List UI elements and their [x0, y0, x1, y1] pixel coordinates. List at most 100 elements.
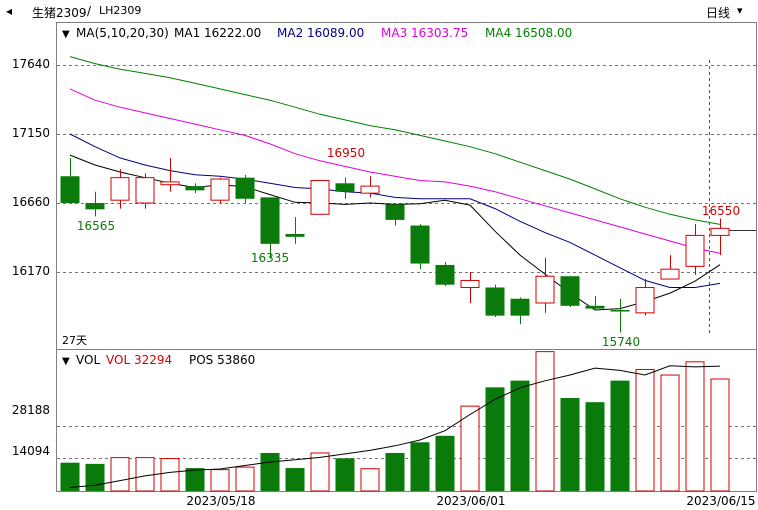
candle-12	[360, 176, 380, 198]
ma-indicator-label: MA(5,10,20,30)	[76, 26, 169, 40]
ma4-label: MA4 16508.00	[485, 26, 572, 40]
main-collapse-icon[interactable]: ▼	[62, 29, 70, 40]
candle-body-7	[235, 177, 255, 199]
candle-body-23	[635, 286, 655, 314]
candle-body-17	[485, 287, 505, 316]
volume-bar-10	[310, 452, 330, 492]
annotation-16565: 16565	[77, 219, 115, 233]
contract-code: LH2309	[99, 4, 142, 17]
volume-bar-17	[485, 387, 505, 491]
volume-bar-5	[185, 468, 205, 491]
candle-body-9	[285, 233, 305, 237]
y-tick-16170: 16170	[12, 264, 50, 278]
chart-header: ◂ 生猪2309 / LH2309 日线 ▾	[0, 0, 758, 22]
volume-bar-21	[585, 402, 605, 491]
days-label: 27天	[62, 334, 87, 347]
candle-18	[510, 297, 530, 325]
candle-body-26	[710, 227, 730, 236]
y-tick-17640: 17640	[12, 57, 50, 71]
candle-body-2	[110, 177, 130, 201]
volume-bar-25	[685, 361, 705, 492]
candle-24	[660, 255, 680, 280]
candle-8	[260, 197, 280, 259]
candle-19	[535, 257, 555, 313]
volume-bar-7	[235, 466, 255, 492]
candle-body-15	[435, 264, 455, 285]
candle-6	[210, 177, 230, 203]
candle-21	[585, 295, 605, 311]
volume-bar-22	[610, 380, 630, 491]
annotation-15740: 15740	[602, 335, 640, 349]
candle-2	[110, 169, 130, 209]
candle-5	[185, 183, 205, 194]
x-tick-0615: 2023/06/15	[686, 494, 755, 508]
candle-13	[385, 203, 405, 226]
candle-body-19	[535, 275, 555, 304]
candle-20	[560, 276, 580, 308]
candle-3	[135, 173, 155, 209]
ma-line-ma4	[69, 56, 721, 225]
volume-bar-6	[210, 469, 230, 492]
candle-23	[635, 279, 655, 316]
vol-y-tick-28188: 28188	[12, 403, 50, 417]
vol-y-tick-14094: 14094	[12, 444, 50, 458]
ma2-label: MA2 16089.00	[277, 26, 364, 40]
volume-bar-11	[335, 458, 355, 491]
candle-4	[160, 157, 180, 192]
volume-bar-26	[710, 378, 730, 492]
volume-bar-18	[510, 380, 530, 491]
volume-bar-1	[85, 463, 105, 491]
candle-body-21	[585, 305, 605, 309]
title-separator: /	[87, 4, 92, 18]
candle-body-12	[360, 185, 380, 194]
vol-collapse-icon[interactable]: ▼	[62, 356, 70, 367]
annotation-16550: 16550	[702, 204, 740, 218]
candle-14	[410, 224, 430, 270]
volume-bar-8	[260, 452, 280, 491]
candle-17	[485, 284, 505, 318]
ma-line-ma1	[69, 154, 721, 311]
candle-body-11	[335, 183, 355, 192]
candle-body-14	[410, 225, 430, 264]
candle-body-18	[510, 298, 530, 316]
chevron-left-icon[interactable]: ◂	[6, 4, 13, 18]
vol-value-label: VOL 32294	[106, 353, 172, 367]
candle-body-20	[560, 276, 580, 306]
volume-bar-23	[635, 368, 655, 492]
contract-title: 生猪2309	[32, 6, 87, 20]
candle-body-0	[60, 176, 80, 203]
vol-indicator-label: VOL	[76, 353, 100, 367]
candle-1	[85, 191, 105, 217]
volume-bar-24	[660, 374, 680, 492]
x-tick-0601: 2023/06/01	[436, 494, 505, 508]
candle-body-6	[210, 178, 230, 201]
candle-body-22	[610, 310, 630, 312]
candle-body-8	[260, 197, 280, 244]
volume-bar-14	[410, 442, 430, 491]
candle-9	[285, 217, 305, 244]
candle-11	[335, 177, 355, 199]
y-tick-17150: 17150	[12, 126, 50, 140]
candle-10	[310, 179, 330, 215]
position-line	[69, 365, 721, 488]
candle-body-1	[85, 203, 105, 210]
candle-7	[235, 174, 255, 203]
candle-22	[610, 298, 630, 333]
volume-bar-13	[385, 452, 405, 491]
candle-0	[60, 157, 80, 203]
volume-bar-2	[110, 457, 130, 492]
candle-body-5	[185, 186, 205, 191]
candle-body-24	[660, 268, 680, 280]
period-selector[interactable]: 日线	[706, 6, 731, 20]
candle-16	[460, 272, 480, 303]
candle-body-25	[685, 234, 705, 267]
candle-body-13	[385, 204, 405, 220]
candle-body-16	[460, 279, 480, 288]
chevron-down-icon[interactable]: ▾	[737, 4, 743, 17]
volume-bar-16	[460, 405, 480, 492]
candle-body-10	[310, 179, 330, 215]
y-tick-16660: 16660	[12, 195, 50, 209]
ma1-label: MA1 16222.00	[174, 26, 261, 40]
volume-bar-4	[160, 458, 180, 492]
volume-bar-12	[360, 468, 380, 492]
